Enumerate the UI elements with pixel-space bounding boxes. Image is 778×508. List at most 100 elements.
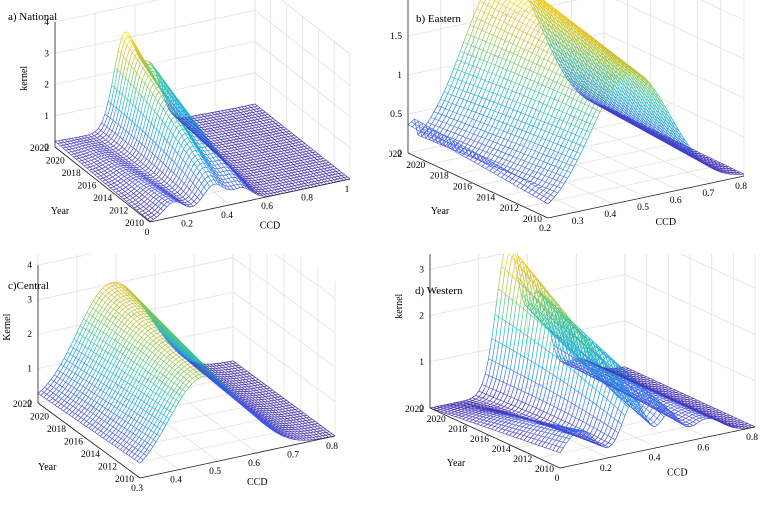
surface-mesh-line xyxy=(162,103,167,110)
surface-mesh-line xyxy=(449,119,454,126)
surface-mesh-line xyxy=(105,150,109,153)
surface-mesh-line xyxy=(215,148,219,153)
surface-mesh-line xyxy=(252,177,256,179)
surface-mesh-line xyxy=(202,134,206,138)
grid-line xyxy=(54,72,256,117)
surface-mesh-line xyxy=(298,170,302,172)
surface-mesh-line xyxy=(262,172,267,174)
surface-mesh-line xyxy=(263,146,266,150)
surface-mesh-line xyxy=(502,0,506,6)
surface-mesh-line xyxy=(278,175,281,179)
surface-mesh-line xyxy=(184,127,189,132)
surface-mesh-line xyxy=(167,192,171,196)
surface-mesh-line xyxy=(201,127,205,130)
surface-mesh-line xyxy=(253,132,258,134)
surface-mesh-line xyxy=(158,200,162,204)
surface-mesh-line xyxy=(226,113,231,116)
surface-mesh-line xyxy=(222,117,227,119)
surface-mesh-line xyxy=(120,153,125,157)
surface-mesh-line xyxy=(470,26,475,36)
surface-mesh-line xyxy=(510,3,514,10)
surface-mesh-line xyxy=(168,191,171,195)
surface-mesh-line xyxy=(125,77,129,82)
surface-mesh-line xyxy=(248,186,252,190)
surface-mesh-line xyxy=(328,164,331,168)
surface-mesh-line xyxy=(260,157,264,159)
surface-mesh-line xyxy=(308,169,311,172)
surface-mesh-line xyxy=(109,161,113,164)
surface-mesh-line xyxy=(157,84,161,89)
surface-mesh-line xyxy=(175,198,179,201)
surface-mesh-line xyxy=(234,147,238,150)
surface-mesh-line xyxy=(238,156,242,158)
surface-mesh-line xyxy=(245,128,249,130)
surface-mesh-line xyxy=(190,121,194,124)
surface-mesh-line xyxy=(277,138,281,142)
surface-mesh-line xyxy=(237,171,241,175)
surface-mesh-line xyxy=(152,179,156,183)
surface-mesh-line xyxy=(335,171,339,174)
surface-mesh-line xyxy=(98,122,102,129)
surface-mesh-line xyxy=(64,142,68,145)
surface-mesh-line xyxy=(248,154,252,158)
surface-mesh-line xyxy=(262,110,266,113)
surface-mesh-line xyxy=(278,188,282,190)
surface-mesh-line xyxy=(251,156,255,158)
surface-mesh-line xyxy=(256,173,260,176)
surface-mesh-line xyxy=(123,44,128,57)
surface-mesh-line xyxy=(137,204,141,207)
surface-mesh-line xyxy=(166,89,170,94)
surface-mesh-line xyxy=(554,30,559,38)
surface-mesh-line xyxy=(333,168,337,170)
surface-mesh-line xyxy=(153,197,157,200)
surface-mesh-line xyxy=(272,174,276,177)
surface-mesh-line xyxy=(206,164,210,169)
surface-mesh-line xyxy=(181,201,185,205)
surface-mesh-line xyxy=(251,140,256,142)
surface-mesh-line xyxy=(539,13,544,21)
surface-mesh-line xyxy=(479,50,484,60)
surface-mesh-line xyxy=(187,127,191,131)
surface-mesh-line xyxy=(255,187,259,190)
surface-mesh-line xyxy=(92,140,97,142)
surface-mesh-line xyxy=(223,114,227,116)
surface-mesh-line xyxy=(559,52,564,60)
surface-mesh-line xyxy=(483,51,488,61)
surface-mesh-line xyxy=(157,208,161,213)
surface-mesh-line xyxy=(295,141,300,144)
surface-mesh-line xyxy=(274,162,279,164)
surface-mesh-line xyxy=(300,159,305,161)
surface-mesh-line xyxy=(214,165,218,170)
surface-mesh-line xyxy=(255,137,259,141)
surface-mesh-line xyxy=(266,172,270,176)
surface-mesh-line xyxy=(213,140,217,144)
surface-mesh-line xyxy=(192,125,196,129)
surface-mesh-line xyxy=(289,154,293,158)
surface-mesh-line xyxy=(155,178,159,182)
surface-mesh-line xyxy=(101,155,105,159)
surface-mesh-line xyxy=(144,146,148,150)
surface-mesh-line xyxy=(284,159,289,162)
surface-mesh-line xyxy=(229,139,234,141)
surface-mesh-line xyxy=(213,116,217,118)
surface-mesh-line xyxy=(124,174,128,177)
surface-mesh-line xyxy=(145,117,149,122)
surface-mesh-line xyxy=(341,174,345,176)
surface-mesh-line xyxy=(329,172,333,176)
surface-mesh-line xyxy=(307,145,311,149)
surface-mesh-line xyxy=(224,124,228,127)
surface-mesh-line xyxy=(237,122,241,124)
surface-mesh-line xyxy=(338,173,342,176)
surface-mesh-line xyxy=(130,191,134,194)
surface-mesh-line xyxy=(326,170,330,174)
surface-mesh-line xyxy=(280,153,284,155)
surface-mesh-line xyxy=(138,130,143,143)
surface-mesh-line xyxy=(254,105,258,108)
surface-mesh-line xyxy=(303,161,307,163)
surface-mesh-line xyxy=(282,157,286,160)
surface-mesh-line xyxy=(257,131,261,133)
surface-mesh-line xyxy=(269,121,273,125)
surface-mesh-line xyxy=(150,195,154,198)
surface-mesh-line xyxy=(166,185,170,188)
surface-mesh-line xyxy=(206,154,210,159)
